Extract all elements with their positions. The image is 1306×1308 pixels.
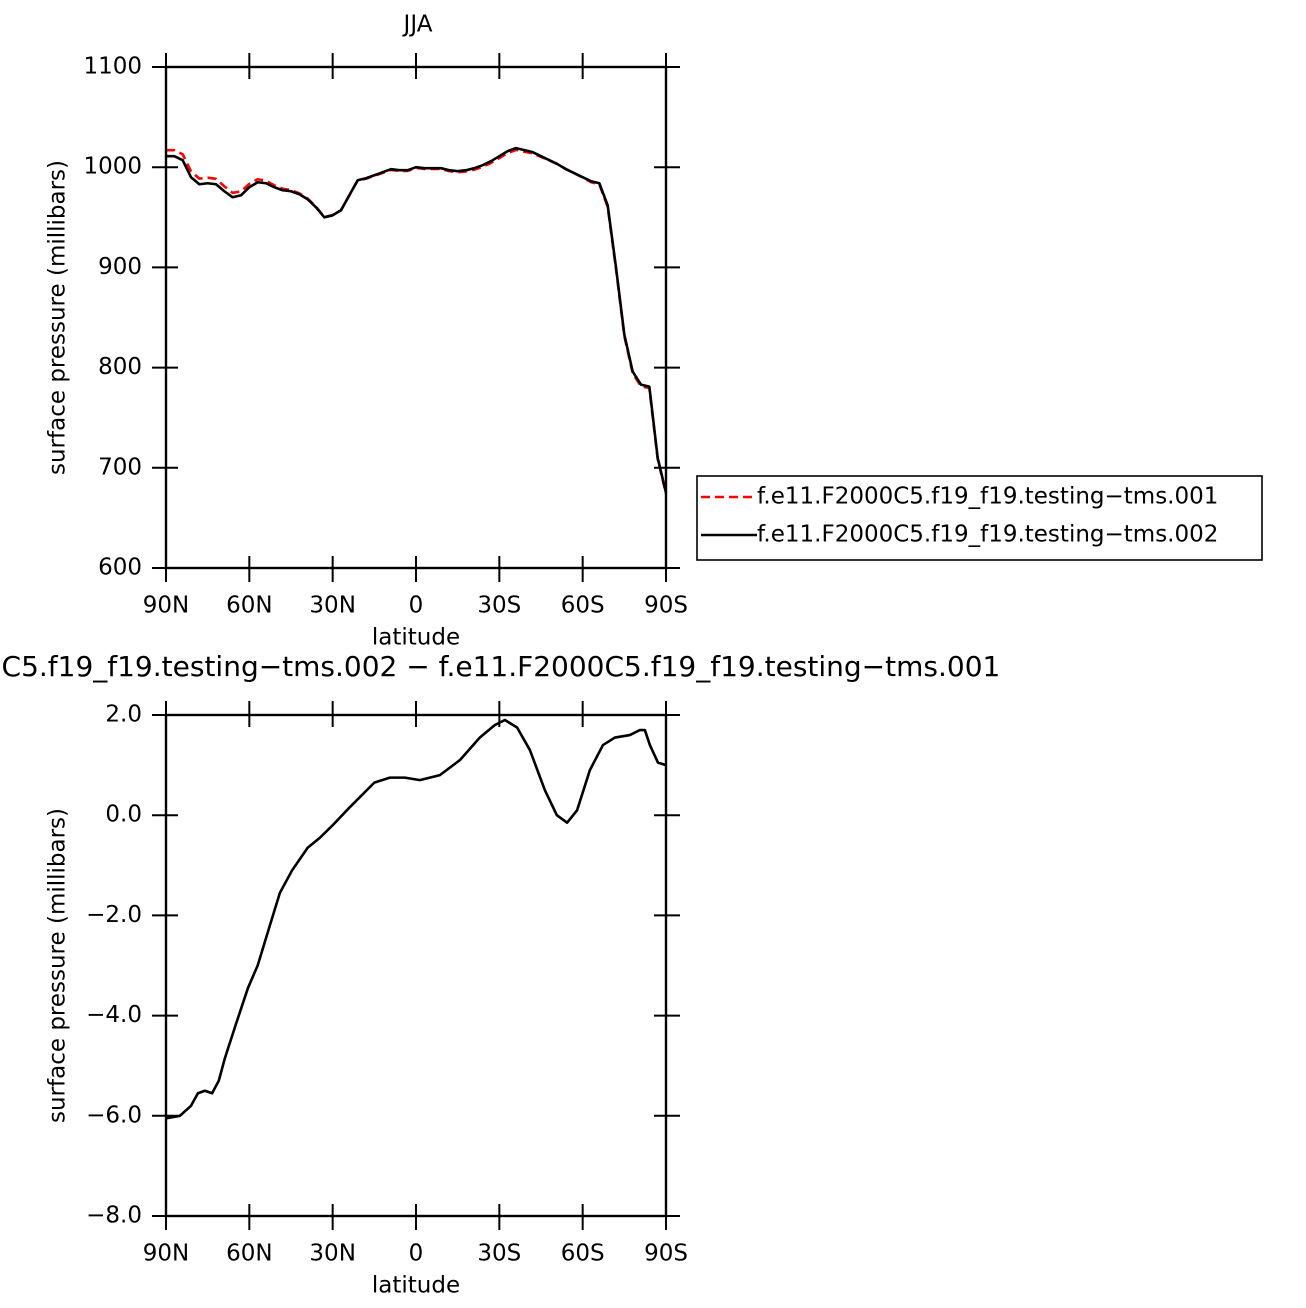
x-tick-label: 90N	[143, 593, 189, 619]
data-line	[166, 148, 668, 495]
legend-label: f.e11.F2000C5.f19_f19.testing−tms.001	[757, 484, 1218, 510]
x-tick-label: 60N	[226, 593, 272, 619]
y-tick-label: 1000	[83, 154, 142, 180]
y-tick-label: 2.0	[105, 702, 142, 728]
x-axis-label: latitude	[372, 1273, 460, 1299]
x-tick-label: 90N	[143, 1241, 189, 1267]
y-tick-label: −4.0	[86, 1002, 142, 1028]
chart-title: f.e11.F2000C5.f19_f19.testing−tms.002 − …	[0, 650, 1000, 683]
y-tick-label: 600	[98, 555, 142, 581]
data-line	[165, 718, 667, 1120]
y-tick-label: −8.0	[86, 1203, 142, 1229]
data-line	[166, 146, 668, 494]
x-tick-label: 60S	[561, 593, 605, 619]
y-axis-label: surface pressure (millibars)	[45, 808, 71, 1123]
y-tick-label: 800	[98, 354, 142, 380]
x-tick-label: 30S	[477, 593, 521, 619]
x-tick-label: 60S	[561, 1241, 605, 1267]
y-tick-label: 0.0	[105, 802, 142, 828]
legend-label: f.e11.F2000C5.f19_f19.testing−tms.002	[757, 522, 1218, 548]
y-tick-label: −2.0	[86, 902, 142, 928]
y-tick-label: 700	[98, 454, 142, 480]
x-tick-label: 30S	[477, 1241, 521, 1267]
plot-frame	[164, 713, 668, 1218]
x-tick-label: 90S	[644, 593, 688, 619]
y-tick-label: −6.0	[86, 1102, 142, 1128]
x-tick-label: 90S	[644, 1241, 688, 1267]
chart-title: JJA	[402, 12, 433, 38]
plot-frame	[164, 65, 668, 570]
x-tick-label: 0	[409, 1241, 424, 1267]
y-axis-label: surface pressure (millibars)	[45, 160, 71, 475]
y-tick-label: 1100	[83, 54, 142, 80]
x-tick-label: 30N	[309, 1241, 355, 1267]
x-tick-label: 60N	[226, 1241, 272, 1267]
x-tick-label: 30N	[309, 593, 355, 619]
x-tick-label: 0	[409, 593, 424, 619]
y-tick-label: 900	[98, 254, 142, 280]
x-axis-label: latitude	[372, 625, 460, 651]
legend-box	[696, 475, 1263, 561]
